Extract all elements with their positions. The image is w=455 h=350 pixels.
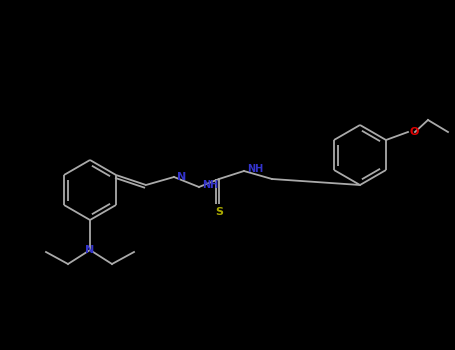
- Text: N: N: [177, 172, 186, 182]
- Text: NH: NH: [247, 164, 263, 174]
- Text: S: S: [215, 207, 223, 217]
- Text: N: N: [86, 245, 95, 255]
- Text: NH: NH: [202, 180, 218, 190]
- Text: O: O: [410, 127, 420, 137]
